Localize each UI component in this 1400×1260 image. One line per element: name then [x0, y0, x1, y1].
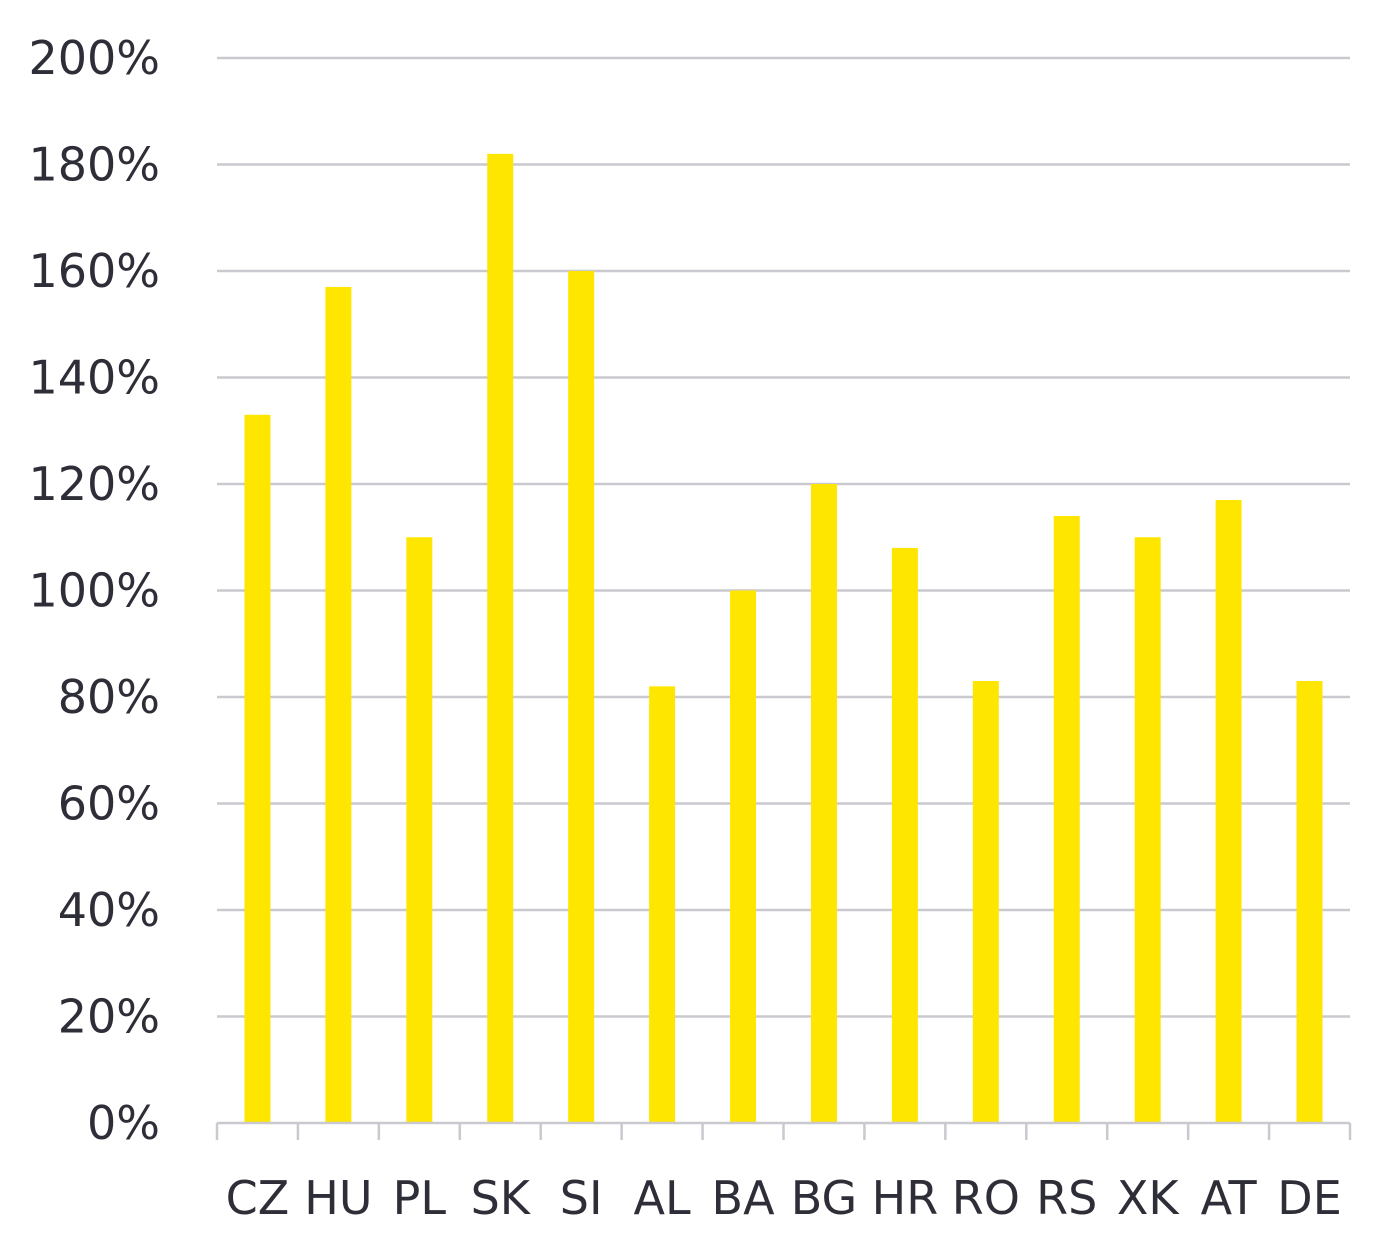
y-tick-label-140pct: 140% [28, 351, 160, 405]
bar-ba [730, 590, 757, 1123]
x-tick-label-si: SI [560, 1171, 603, 1225]
bar-al [649, 686, 676, 1123]
y-tick-label-100pct: 100% [28, 564, 160, 618]
x-tick-label-sk: SK [471, 1171, 532, 1225]
bar-de [1296, 681, 1323, 1123]
y-tick-label-200pct: 200% [28, 31, 160, 85]
gridlines [217, 56, 1350, 1018]
x-tick-label-bg: BG [791, 1171, 857, 1225]
x-tick-label-cz: CZ [226, 1171, 290, 1225]
bar-hu [325, 286, 352, 1124]
y-tick-label-120pct: 120% [28, 457, 160, 511]
x-tick-label-at: AT [1201, 1171, 1258, 1225]
x-axis-tick-labels: CZ HU PL SK SI AL BA BG HR RO RS XK AT DE [226, 1171, 1342, 1225]
bar-si [568, 271, 595, 1123]
x-tick-label-pl: PL [393, 1171, 447, 1225]
x-tick-label-al: AL [634, 1171, 691, 1225]
bar-bg [810, 484, 837, 1123]
y-tick-label-180pct: 180% [28, 138, 160, 192]
y-tick-label-60pct: 60% [58, 777, 160, 831]
x-tick-label-hu: HU [304, 1171, 372, 1225]
y-tick-label-0pct: 0% [87, 1096, 160, 1150]
bar-pl [406, 537, 433, 1123]
y-tick-label-80pct: 80% [58, 670, 160, 724]
bars [244, 153, 1323, 1124]
bar-hr [891, 547, 918, 1123]
x-tick-label-de: DE [1277, 1171, 1342, 1225]
y-tick-label-160pct: 160% [28, 244, 160, 298]
y-axis-tick-labels: 0% 20% 40% 60% 80% 100% 120% 140% 160% 180% 200% [28, 31, 160, 1150]
bar-rs [1053, 515, 1080, 1123]
bar-sk [487, 153, 514, 1124]
bar-xk [1134, 537, 1161, 1123]
bar-ro [972, 681, 999, 1123]
x-axis [215, 1121, 1352, 1140]
x-tick-label-hr: HR [872, 1171, 939, 1225]
bar-at [1215, 499, 1242, 1124]
x-tick-label-xk: XK [1117, 1171, 1181, 1225]
x-tick-label-ba: BA [712, 1171, 776, 1225]
y-tick-label-20pct: 20% [58, 990, 160, 1044]
x-tick-label-rs: RS [1036, 1171, 1097, 1225]
y-tick-label-40pct: 40% [58, 883, 160, 937]
bar-cz [244, 414, 271, 1123]
x-tick-label-ro: RO [952, 1171, 1020, 1225]
